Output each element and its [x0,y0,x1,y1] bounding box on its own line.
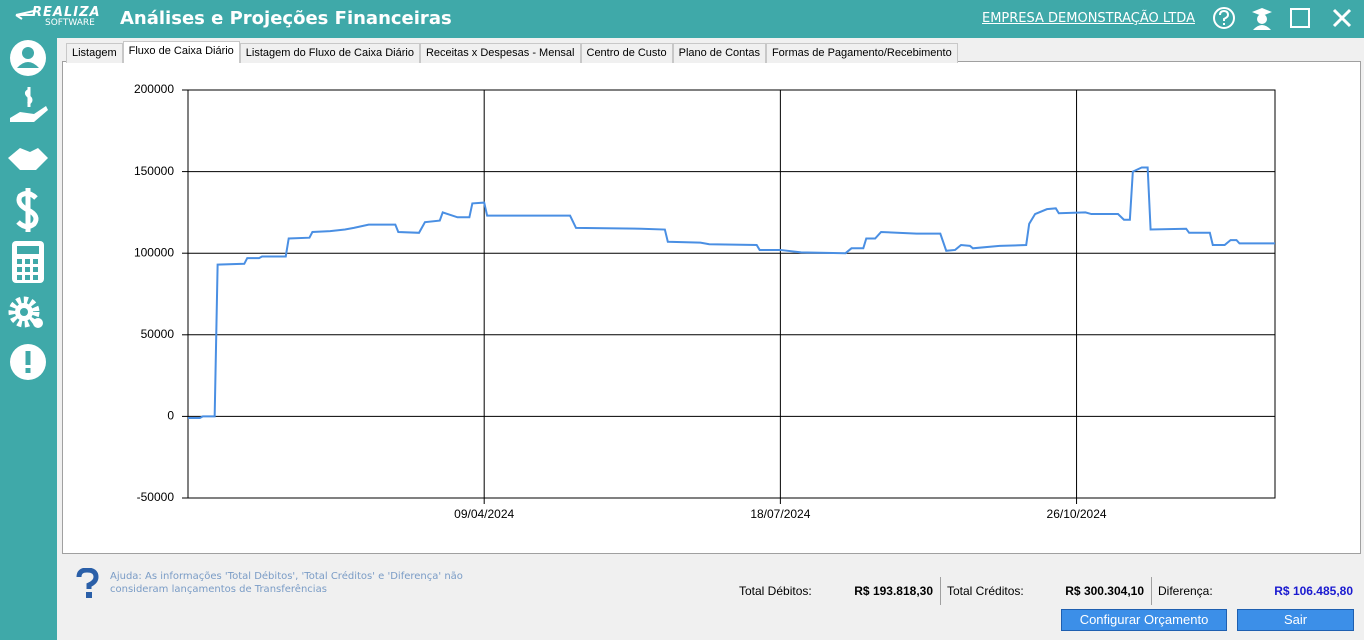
y-tick-label: 150000 [134,164,174,178]
tab[interactable]: Formas de Pagamento/Recebimento [765,43,958,63]
debits-value: R$ 193.818,30 [854,584,933,598]
y-tick-label: 100000 [134,245,174,259]
y-tick-label: 50000 [141,327,175,341]
separator [940,577,941,605]
sidebar [8,40,48,380]
maximize-button[interactable] [1290,8,1310,28]
app-title: Análises e Projeções Financeiras [120,8,452,29]
exit-button[interactable]: Sair [1237,609,1354,631]
menu-settings[interactable] [8,296,43,328]
help-text: Ajuda: As informações 'Total Débitos', '… [110,571,463,595]
tab-bar: Listagem Fluxo de Caixa Diário Listagem do… [66,41,958,63]
tab[interactable]: Listagem [66,43,123,63]
diff-label: Diferença: [1158,584,1213,598]
credits-label: Total Créditos: [947,584,1024,598]
help-button[interactable] [1213,7,1235,29]
menu-deals[interactable] [8,148,48,170]
data-line [188,166,1275,420]
y-tick-label: 0 [167,409,174,423]
help-icon [76,568,99,598]
window-controls [1213,7,1352,30]
menu-alerts[interactable] [10,344,46,380]
diff-value: R$ 106.485,80 [1274,584,1353,598]
x-tick-label: 09/04/2024 [454,507,514,521]
budget-button[interactable]: Configurar Orçamento [1061,609,1227,631]
y-tick-label: -50000 [137,490,175,504]
logo-mark [15,10,35,20]
x-tick-label: 18/07/2024 [750,507,810,521]
menu-finance[interactable] [16,188,39,232]
tab[interactable]: Listagem do Fluxo de Caixa Diário [239,43,420,63]
debits-label: Total Débitos: [739,584,812,598]
tab[interactable]: Plano de Contas [672,43,766,63]
menu-user[interactable] [10,40,46,76]
y-tick-label: 200000 [134,82,174,96]
tab[interactable]: Receitas x Despesas - Mensal [419,43,581,63]
tab[interactable]: Centro de Custo [580,43,673,63]
menu-calculator[interactable] [12,241,44,283]
separator [1151,577,1152,605]
user-button[interactable] [1252,8,1272,30]
x-tick-label: 26/10/2024 [1047,507,1107,521]
logo-top: REALIZA [32,5,101,20]
chart-panel [62,61,1361,554]
tab[interactable]: Fluxo de Caixa Diário [122,41,240,63]
close-button[interactable] [1332,8,1352,28]
company-link[interactable]: EMPRESA DEMONSTRAÇÃO LTDA [982,11,1195,26]
logo-bottom: SOFTWARE [45,18,95,28]
menu-receivables[interactable] [10,87,48,122]
credits-value: R$ 300.304,10 [1065,584,1144,598]
plot-area [187,89,1276,499]
